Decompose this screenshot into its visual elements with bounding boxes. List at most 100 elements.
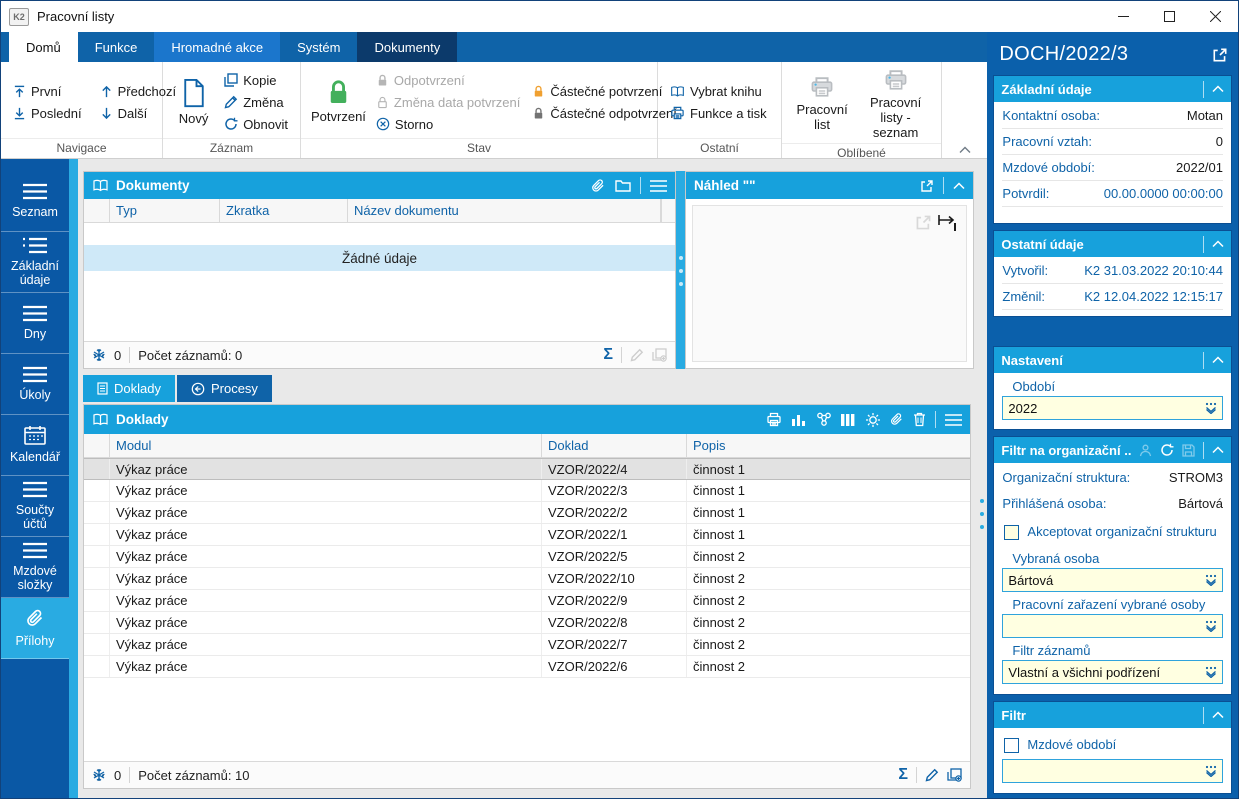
last-record-button[interactable]: Poslední bbox=[9, 104, 86, 123]
section-filtr-organizacni: Filtr na organizační ... Organizační str… bbox=[993, 436, 1232, 695]
chart-icon[interactable] bbox=[791, 413, 807, 427]
copy-button[interactable]: Kopie bbox=[220, 71, 292, 90]
partial-confirm-button[interactable]: Částečné potvrzení bbox=[528, 82, 680, 101]
sidebar-item-kalendar[interactable]: Kalendář bbox=[1, 415, 69, 476]
ribbon-tab-domu[interactable]: Domů bbox=[9, 32, 78, 62]
table-row[interactable]: Výkaz práce VZOR/2022/4 činnost 1 bbox=[84, 458, 970, 480]
cell-popis: činnost 1 bbox=[693, 505, 746, 520]
sidebar-item-ukoly[interactable]: Úkoly bbox=[1, 354, 69, 415]
new-button[interactable]: Nový bbox=[171, 66, 216, 138]
collapse-icon[interactable] bbox=[1212, 85, 1224, 93]
sidebar-item-zakladni-udaje[interactable]: Základní údaje bbox=[1, 232, 69, 293]
collapse-icon[interactable] bbox=[1212, 240, 1224, 248]
right-splitter[interactable] bbox=[980, 499, 985, 529]
snowflake-icon[interactable] bbox=[92, 348, 106, 362]
sum-icon[interactable]: Σ bbox=[603, 346, 613, 363]
ribbon-collapse-button[interactable] bbox=[959, 146, 971, 154]
sidebar-item-prilohy[interactable]: Přílohy bbox=[1, 598, 69, 659]
column-typ[interactable]: Typ bbox=[110, 199, 220, 222]
sidebar-item-soucty-uctu[interactable]: Součty účtů bbox=[1, 476, 69, 537]
edit-icon[interactable] bbox=[925, 768, 939, 782]
maximize-button[interactable] bbox=[1146, 1, 1192, 32]
sidebar-item-dny[interactable]: Dny bbox=[1, 293, 69, 354]
column-nazev-dokumentu[interactable]: Název dokumentu bbox=[348, 199, 661, 222]
popout-icon[interactable] bbox=[920, 179, 934, 193]
vertical-splitter[interactable] bbox=[676, 171, 685, 369]
network-icon[interactable] bbox=[816, 412, 832, 427]
zarazeni-input[interactable] bbox=[1002, 614, 1223, 638]
copy-add-icon[interactable] bbox=[947, 768, 962, 782]
attachment-icon[interactable] bbox=[591, 178, 606, 194]
cell-popis: činnost 1 bbox=[693, 461, 746, 477]
ribbon-tab-funkce[interactable]: Funkce bbox=[94, 39, 138, 55]
tab-doklady[interactable]: Doklady bbox=[83, 375, 175, 402]
refresh-button[interactable]: Obnovit bbox=[220, 115, 292, 134]
detail-row: Potvrdil: 00.00.0000 00:00:00 bbox=[1002, 181, 1223, 207]
columns-icon[interactable] bbox=[841, 413, 856, 427]
cancel-button[interactable]: Storno bbox=[372, 115, 524, 134]
mzdove-obdobi-input[interactable] bbox=[1002, 759, 1223, 783]
popout-icon[interactable] bbox=[1212, 47, 1228, 63]
trash-icon[interactable] bbox=[913, 412, 926, 427]
ribbon-tab-hromadne-akce[interactable]: Hromadné akce bbox=[154, 32, 281, 62]
section-filtr: Filtr Mzdové období bbox=[993, 701, 1232, 794]
dokumenty-panel-title: Dokumenty bbox=[116, 178, 190, 193]
column-zkratka[interactable]: Zkratka bbox=[220, 199, 348, 222]
collapse-icon[interactable] bbox=[953, 181, 965, 190]
collapse-icon[interactable] bbox=[1212, 711, 1224, 719]
ribbon-tab-dokumenty[interactable]: Dokumenty bbox=[357, 32, 458, 62]
ribbon-tab-system[interactable]: Systém bbox=[297, 39, 341, 55]
gear-icon[interactable] bbox=[865, 412, 881, 428]
sidebar-item-mzdove-slozky[interactable]: Mzdové složky bbox=[1, 537, 69, 598]
table-row[interactable]: Výkaz práce VZOR/2022/9 činnost 2 bbox=[84, 590, 970, 612]
table-row[interactable]: Výkaz práce VZOR/2022/7 činnost 2 bbox=[84, 634, 970, 656]
table-row[interactable]: Výkaz práce VZOR/2022/5 činnost 2 bbox=[84, 546, 970, 568]
obdobi-input[interactable] bbox=[1002, 396, 1223, 420]
confirm-button[interactable]: Potvrzení bbox=[309, 66, 368, 138]
next-record-button[interactable]: Další bbox=[96, 104, 181, 123]
filtr-zaznamu-input[interactable] bbox=[1002, 660, 1223, 684]
select-book-button[interactable]: Vybrat knihu bbox=[666, 82, 771, 101]
table-row[interactable]: Výkaz práce VZOR/2022/6 činnost 2 bbox=[84, 656, 970, 678]
table-row[interactable]: Výkaz práce VZOR/2022/10 činnost 2 bbox=[84, 568, 970, 590]
sidebar-item-seznam[interactable]: Seznam bbox=[1, 171, 69, 232]
minimize-button[interactable] bbox=[1100, 1, 1146, 32]
panel-menu-icon[interactable] bbox=[945, 413, 962, 426]
collapse-icon[interactable] bbox=[1212, 356, 1224, 364]
column-popis[interactable]: Popis bbox=[693, 438, 726, 453]
print-icon[interactable] bbox=[766, 412, 782, 427]
ribbon-group-stav: Potvrzení Odpotvrzení Změna data potvrze… bbox=[301, 62, 677, 158]
sum-icon[interactable]: Σ bbox=[898, 766, 908, 783]
doklady-table-body: Výkaz práce VZOR/2022/4 činnost 1 Výkaz … bbox=[84, 458, 970, 761]
attachment-icon[interactable] bbox=[890, 412, 904, 427]
close-button[interactable] bbox=[1192, 1, 1238, 32]
folder-icon[interactable] bbox=[615, 179, 631, 192]
column-doklad[interactable]: Doklad bbox=[542, 434, 687, 457]
tab-procesy[interactable]: Procesy bbox=[176, 375, 272, 402]
panel-menu-icon[interactable] bbox=[650, 179, 667, 192]
worksheet-list-print-button[interactable]: Pracovní listy - seznam bbox=[858, 66, 933, 143]
cell-modul: Výkaz práce bbox=[110, 590, 542, 611]
nahled-preview-area bbox=[692, 205, 967, 362]
table-row[interactable]: Výkaz práce VZOR/2022/1 činnost 1 bbox=[84, 524, 970, 546]
accept-org-structure-checkbox[interactable]: Akceptovat organizační strukturu bbox=[1004, 525, 1223, 540]
change-button[interactable]: Změna bbox=[220, 93, 292, 112]
vybrana-osoba-input[interactable] bbox=[1002, 568, 1223, 592]
empty-state: Žádné údaje bbox=[84, 245, 675, 271]
worksheet-print-button[interactable]: Pracovní list bbox=[790, 66, 854, 143]
document-tabs: Doklady Procesy bbox=[83, 375, 987, 402]
lock-gray-icon bbox=[376, 74, 389, 87]
collapse-icon[interactable] bbox=[1212, 446, 1224, 454]
column-modul[interactable]: Modul bbox=[110, 434, 542, 457]
snowflake-icon[interactable] bbox=[92, 768, 106, 782]
cell-popis: činnost 2 bbox=[693, 615, 746, 630]
previous-record-button[interactable]: Předchozí bbox=[96, 82, 181, 101]
table-row[interactable]: Výkaz práce VZOR/2022/2 činnost 1 bbox=[84, 502, 970, 524]
table-row[interactable]: Výkaz práce VZOR/2022/3 činnost 1 bbox=[84, 480, 970, 502]
table-row[interactable]: Výkaz práce VZOR/2022/8 činnost 2 bbox=[84, 612, 970, 634]
refresh-icon[interactable] bbox=[1160, 443, 1174, 457]
first-record-button[interactable]: První bbox=[9, 82, 86, 101]
partial-unconfirm-button[interactable]: Částečné odpotvrzení bbox=[528, 104, 680, 123]
mzdove-obdobi-checkbox[interactable]: Mzdové období bbox=[1004, 738, 1223, 753]
functions-print-button[interactable]: Funkce a tisk bbox=[666, 104, 771, 123]
